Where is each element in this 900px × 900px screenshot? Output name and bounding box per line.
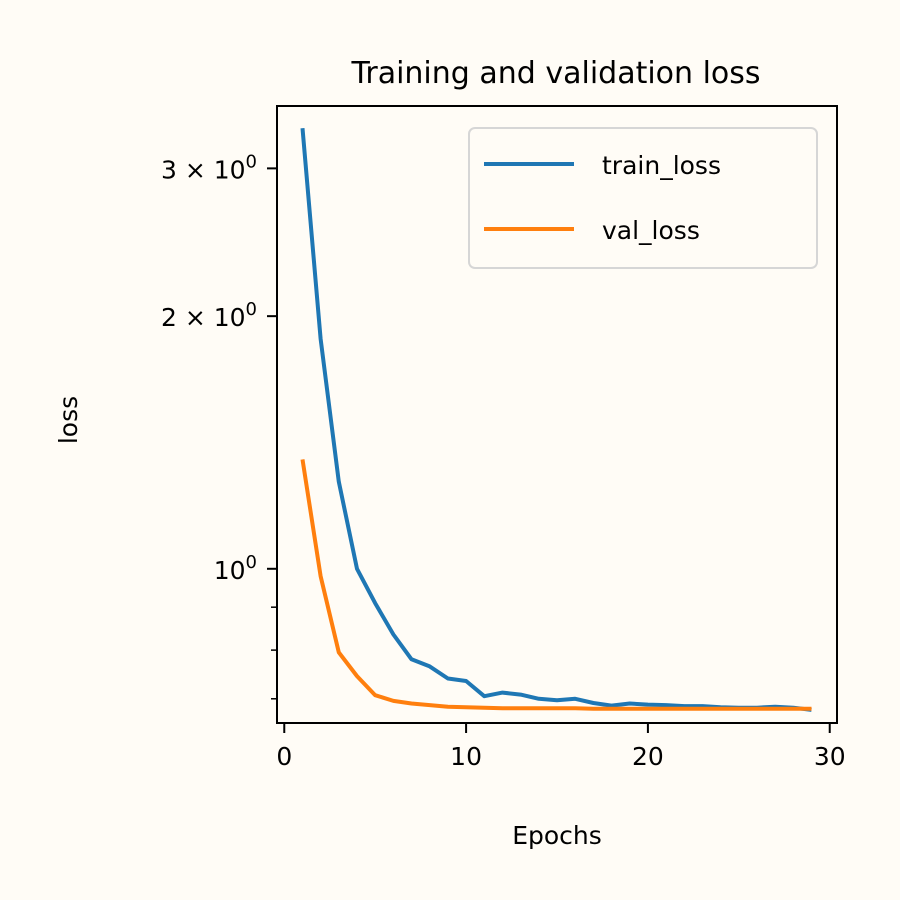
legend-box <box>468 127 818 269</box>
y-axis-ticks: 100 2 × 100 3 × 100 <box>161 151 277 700</box>
plot-lines <box>300 128 812 712</box>
y-tick-label: 100 <box>214 552 257 585</box>
legend-label-val-loss: val_loss <box>602 216 700 245</box>
chart-title: Training and validation loss <box>350 56 760 91</box>
axes-frame <box>276 105 838 724</box>
x-tick-label: 30 <box>814 742 846 771</box>
series-line-val-loss <box>300 459 812 711</box>
y-axis-label: loss <box>54 396 83 444</box>
x-axis-ticks: 0 10 20 30 <box>276 723 846 771</box>
x-tick-label: 20 <box>632 742 664 771</box>
y-tick-label: 2 × 100 <box>161 299 257 332</box>
legend-label-train-loss: train_loss <box>602 151 721 180</box>
x-tick-label: 10 <box>450 742 482 771</box>
y-tick-label: 3 × 100 <box>161 151 257 184</box>
x-axis-label: Epochs <box>512 821 602 850</box>
x-tick-label: 0 <box>276 742 292 771</box>
legend: train_loss val_loss <box>468 127 818 269</box>
